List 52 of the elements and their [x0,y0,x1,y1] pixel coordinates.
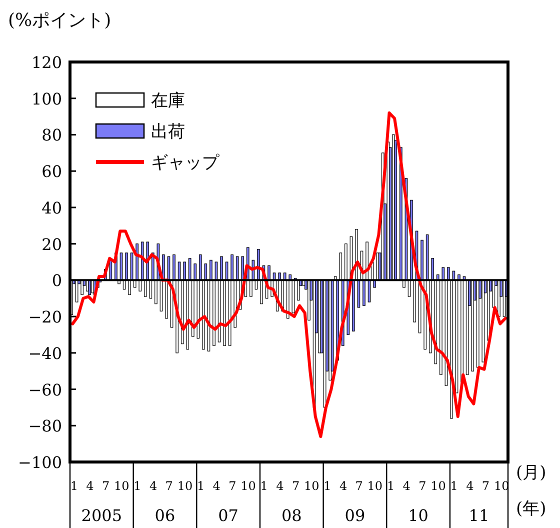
x-tick-label: 7 [165,479,173,493]
text: 06 [154,506,176,525]
x-tick-label: 4 [276,479,284,493]
text: 10 [408,506,428,525]
text: 2005 [81,506,122,525]
y-tick-label: 100 [31,89,62,108]
y-tick-label: −60 [28,380,62,400]
y-tick-label: 20 [42,234,62,254]
x-tick-label: 10 [430,479,446,493]
text: 11 [468,506,490,525]
legend-label: ギャップ [151,153,220,173]
x-tick-label: 1 [260,479,268,493]
x-tick-label: 4 [86,479,94,493]
y-tick-label: 60 [42,162,62,182]
y-tick-label: 80 [42,126,62,145]
x-tick-label: 7 [418,479,426,493]
y-tick-label: 120 [31,53,62,72]
x-tick-label: 1 [386,479,395,493]
x-tick-label: 1 [324,479,332,493]
y-tick-label: −80 [28,416,62,436]
text: 08 [281,506,302,525]
x-axis-title: (月) [516,463,546,483]
x-tick-label: 4 [402,479,411,493]
x-tick-label: 4 [339,479,348,493]
x-tick-label: 7 [355,479,363,493]
x-tick-label: 10 [114,479,130,493]
x-tick-label: 10 [177,479,193,493]
x-tick-label: 1 [134,479,142,493]
x-tick-label: 1 [70,479,78,493]
x-tick-label: 4 [149,479,158,493]
x-tick-label: 7 [482,479,490,493]
x-tick-label: 7 [228,479,236,493]
y-tick-label: −40 [28,344,62,363]
x-tick-label: 7 [292,479,300,493]
text: 07 [218,506,238,525]
y-tick-label: −20 [28,308,62,327]
x-tick-label: 7 [102,479,110,493]
y-tick-label: 0 [52,271,62,290]
text: (年) [516,499,546,519]
x-tick-label: 4 [466,479,474,493]
text: 09 [344,506,366,525]
x-tick-label: 10 [304,479,320,493]
x-tick-label: 10 [367,479,383,493]
x-tick-label: 10 [240,479,256,493]
x-tick-label: 1 [196,479,205,493]
y-tick-label: −100 [18,453,62,472]
y-axis-title: (%ポイント) [8,10,112,31]
legend-label: 出荷 [151,122,185,142]
y-tick-label: 40 [42,198,62,218]
legend-label: 在庫 [151,91,185,111]
x-tick-label: 1 [450,479,458,493]
x-tick-label: 4 [212,479,221,493]
